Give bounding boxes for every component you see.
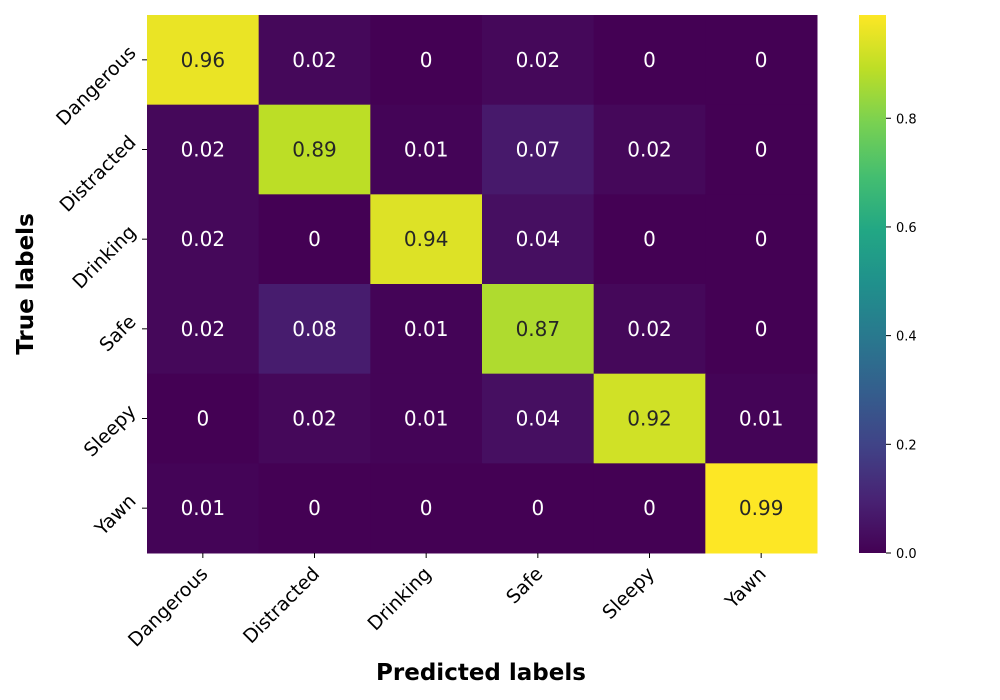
cell-value-label: 0: [643, 496, 656, 520]
heatmap-cell: [705, 194, 818, 285]
cell-value-label: 0: [643, 227, 656, 251]
heatmap-cell: [147, 284, 260, 375]
cell-value-label: 0.01: [181, 496, 226, 520]
heatmap-cell: [705, 373, 818, 464]
cell-value-label: 0.02: [516, 48, 561, 72]
cell-value-label: 0.92: [627, 407, 672, 431]
cell-value-label: 0.02: [181, 227, 226, 251]
cell-value-label: 0.04: [516, 407, 561, 431]
cell-value-label: 0.02: [627, 138, 672, 162]
heatmap-cell: [593, 194, 706, 285]
cell-value-label: 0: [196, 407, 209, 431]
heatmap-cell: [258, 104, 371, 195]
cell-value-label: 0.01: [404, 407, 449, 431]
heatmap-cell: [482, 104, 595, 195]
cell-value-label: 0.02: [181, 317, 226, 341]
x-tick-label: Dangerous: [124, 563, 212, 651]
cell-value-label: 0.04: [516, 227, 561, 251]
cell-value-label: 0: [308, 227, 321, 251]
x-tick-label: Sleepy: [598, 563, 659, 624]
heatmap-cell: [370, 463, 483, 554]
colorbar-tick-label: 0.4: [896, 330, 917, 345]
y-tick-label: Drinking: [68, 221, 140, 293]
heatmap-cell: [593, 15, 706, 106]
heatmap-cell: [370, 373, 483, 464]
cell-value-label: 0: [420, 48, 433, 72]
heatmap-cell: [705, 104, 818, 195]
heatmap-cell: [482, 194, 595, 285]
y-tick-label: Dangerous: [52, 42, 140, 130]
y-tick-label: Yawn: [90, 490, 140, 540]
heatmap-cell: [370, 194, 483, 285]
heatmap-cell: [258, 463, 371, 554]
y-axis-title: True labels: [13, 213, 39, 355]
x-tick-label: Distracted: [239, 563, 324, 648]
x-tick-label: Yawn: [720, 563, 770, 613]
cell-value-label: 0: [420, 496, 433, 520]
cell-value-label: 0.01: [404, 317, 449, 341]
cell-value-label: 0: [755, 138, 768, 162]
cell-value-label: 0: [643, 48, 656, 72]
heatmap-cell: [593, 463, 706, 554]
x-axis-title: Predicted labels: [376, 660, 586, 686]
x-tick-label: Safe: [502, 563, 547, 608]
heatmap-cell: [482, 373, 595, 464]
cell-value-label: 0.08: [292, 317, 337, 341]
cell-value-label: 0.02: [181, 138, 226, 162]
cell-value-label: 0.99: [739, 496, 784, 520]
heatmap-cell: [482, 463, 595, 554]
cell-value-label: 0: [755, 227, 768, 251]
heatmap-cell: [147, 104, 260, 195]
y-tick-label: Distracted: [55, 131, 140, 216]
colorbar-tick-label: 0.2: [896, 438, 917, 453]
cell-value-label: 0.01: [739, 407, 784, 431]
heatmap-cell: [370, 104, 483, 195]
x-tick-label: Drinking: [363, 563, 435, 635]
heatmap-cell: [705, 284, 818, 375]
heatmap-cell: [258, 194, 371, 285]
colorbar-tick-label: 0.8: [896, 112, 917, 127]
heatmap-cell: [482, 15, 595, 106]
cell-value-label: 0: [308, 496, 321, 520]
heatmap-cell: [705, 463, 818, 554]
heatmap-cell: [258, 284, 371, 375]
heatmap-cell: [593, 373, 706, 464]
cell-value-label: 0.02: [292, 407, 337, 431]
cell-value-label: 0.07: [516, 138, 561, 162]
heatmap-cell: [258, 373, 371, 464]
heatmap-cell: [147, 463, 260, 554]
colorbar-tick-label: 0.6: [896, 221, 917, 236]
x-axis-ticks: Dangerous Distracted Drinking Safe Sleepy Yaw…: [124, 553, 771, 651]
heatmap-cell: [370, 15, 483, 106]
heatmap-cell: [705, 15, 818, 106]
heatmap-cell: [593, 104, 706, 195]
cell-annotations: 0.96 0.02 0 0.02 0 0 0.02 0.89 0.01 0.07 0.02 0 0.02…: [181, 48, 784, 520]
heatmap-cell: [482, 284, 595, 375]
heatmap-cell: [147, 15, 260, 106]
heatmap-cell: [258, 15, 371, 106]
colorbar-tick-label: 0.0: [896, 547, 917, 562]
cell-value-label: 0.87: [516, 317, 561, 341]
colorbar: 0.0 0.2 0.4 0.6 0.8: [859, 15, 917, 562]
cell-value-label: 0.94: [404, 227, 449, 251]
heatmap-cell: [147, 373, 260, 464]
y-tick-label: Sleepy: [80, 400, 141, 461]
heatmap-cell: [593, 284, 706, 375]
heatmap-cell: [370, 284, 483, 375]
cell-value-label: 0.01: [404, 138, 449, 162]
y-tick-label: Safe: [95, 311, 140, 356]
cell-value-label: 0.89: [292, 138, 337, 162]
heatmap-cell: [147, 194, 260, 285]
colorbar-gradient: [859, 15, 886, 553]
cell-value-label: 0.96: [181, 48, 226, 72]
cell-value-label: 0: [531, 496, 544, 520]
heatmap-cells: [147, 15, 818, 554]
cell-value-label: 0.02: [627, 317, 672, 341]
cell-value-label: 0: [755, 317, 768, 341]
cell-value-label: 0.02: [292, 48, 337, 72]
cell-value-label: 0: [755, 48, 768, 72]
